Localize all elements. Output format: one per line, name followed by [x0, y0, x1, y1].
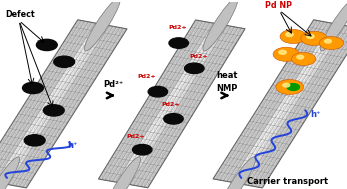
Polygon shape — [213, 20, 347, 188]
Text: h⁺: h⁺ — [311, 110, 321, 119]
Circle shape — [54, 56, 75, 67]
Circle shape — [307, 34, 314, 38]
Polygon shape — [117, 23, 222, 184]
Circle shape — [273, 47, 299, 61]
Circle shape — [319, 36, 344, 50]
Circle shape — [279, 50, 286, 54]
Circle shape — [283, 83, 290, 87]
Text: h⁺: h⁺ — [68, 141, 78, 150]
Text: Pd NP: Pd NP — [265, 2, 293, 10]
Ellipse shape — [203, 0, 238, 51]
Text: heat: heat — [216, 71, 237, 80]
Circle shape — [324, 39, 331, 43]
Circle shape — [291, 52, 316, 66]
Circle shape — [169, 38, 188, 48]
Circle shape — [301, 31, 327, 46]
Text: Pd²⁺: Pd²⁺ — [103, 80, 123, 89]
Circle shape — [287, 84, 299, 90]
Polygon shape — [99, 20, 245, 188]
Circle shape — [280, 29, 306, 44]
Text: Pd2+: Pd2+ — [161, 102, 180, 107]
Circle shape — [43, 105, 64, 116]
Circle shape — [148, 87, 168, 97]
Circle shape — [286, 33, 293, 36]
Ellipse shape — [320, 0, 347, 51]
Ellipse shape — [220, 157, 256, 189]
Circle shape — [276, 80, 304, 94]
Ellipse shape — [106, 157, 141, 189]
Circle shape — [36, 39, 57, 50]
Text: Pd2+: Pd2+ — [137, 74, 156, 79]
Polygon shape — [0, 23, 104, 184]
Circle shape — [164, 114, 183, 124]
Polygon shape — [231, 23, 345, 184]
Text: Pd2+: Pd2+ — [189, 54, 208, 59]
Text: Defect: Defect — [5, 10, 35, 19]
Ellipse shape — [84, 0, 120, 51]
Circle shape — [24, 135, 45, 146]
Text: NMP: NMP — [216, 84, 237, 93]
Circle shape — [23, 82, 43, 94]
Circle shape — [133, 144, 152, 155]
Polygon shape — [231, 23, 340, 184]
Text: Pd2+: Pd2+ — [127, 135, 145, 139]
Text: Pd2+: Pd2+ — [168, 25, 187, 30]
Ellipse shape — [0, 157, 20, 189]
Text: Carrier transport: Carrier transport — [247, 177, 329, 186]
Polygon shape — [117, 23, 227, 184]
Circle shape — [185, 63, 204, 74]
Polygon shape — [0, 20, 127, 188]
Polygon shape — [0, 23, 109, 184]
Circle shape — [297, 55, 304, 59]
